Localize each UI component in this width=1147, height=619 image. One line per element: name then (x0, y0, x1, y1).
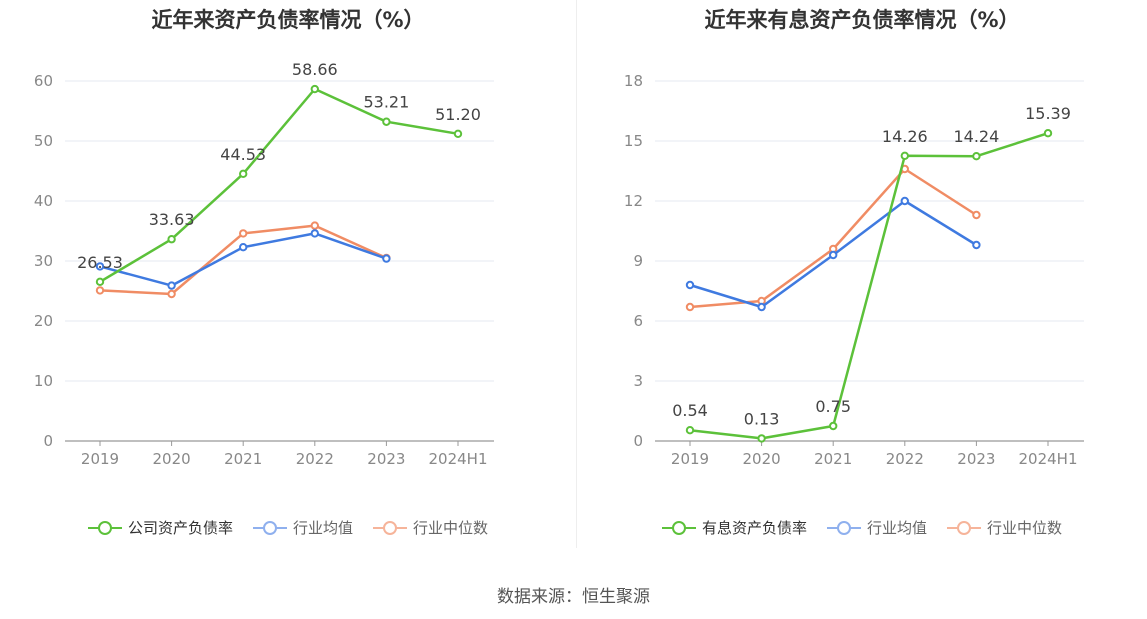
legend-item-industry-average[interactable]: 行业均值 (252, 517, 353, 538)
data-point (900, 151, 909, 161)
chart-title: 近年来有息资产负债率情况（%） (704, 8, 1020, 32)
data-point (167, 289, 176, 299)
x-tick-label: 2021 (224, 450, 262, 468)
legend-label: 行业均值 (866, 519, 927, 537)
data-label: 26.53 (77, 253, 123, 272)
y-tick-label: 10 (34, 372, 53, 390)
legend-item-industry-average[interactable]: 行业均值 (826, 517, 927, 538)
data-label: 14.26 (882, 127, 928, 146)
legend-marker-icon (661, 520, 696, 535)
legend-item-company[interactable]: 有息资产负债率 (661, 517, 807, 538)
data-label: 51.20 (435, 105, 481, 124)
data-point (95, 286, 105, 295)
data-point (972, 210, 981, 220)
data-point (239, 243, 248, 252)
line-chart-interest-bearing: 0 3 6 9 12 15 18 2019 2020 2021 2022 2023 2024H1 0.54… (624, 72, 1084, 468)
data-point (972, 240, 981, 250)
legend-item-industry-median[interactable]: 行业中位数 (947, 517, 1062, 538)
data-point (382, 254, 391, 263)
data-label: 0.13 (744, 409, 780, 428)
data-point (239, 229, 248, 238)
series-line-2 (689, 167, 978, 309)
x-tick-label: 2024H1 (429, 450, 488, 468)
y-tick-label: 6 (633, 312, 643, 330)
y-tick-label: 3 (633, 372, 643, 390)
data-label: 58.66 (292, 60, 338, 79)
data-point (310, 221, 319, 230)
y-tick-label: 0 (633, 432, 643, 450)
legend-label: 有息资产负债率 (701, 519, 807, 537)
x-tick-label: 2020 (743, 450, 781, 468)
y-tick-label: 60 (34, 72, 53, 90)
x-tick-label: 2023 (957, 450, 995, 468)
data-point (829, 421, 838, 431)
x-tick-label: 2019 (671, 450, 709, 468)
line-chart-asset-liability: 0 10 20 30 40 50 60 2019 2020 2021 2022 2023 2024H1 2… (34, 60, 494, 468)
data-point (310, 84, 319, 94)
data-point (95, 277, 105, 287)
legend-label: 公司资产负债率 (127, 519, 233, 537)
x-tick-label: 2024H1 (1019, 450, 1078, 468)
legend-marker-icon (947, 520, 981, 535)
data-point (685, 302, 695, 312)
data-point (239, 169, 248, 179)
y-tick-label: 20 (34, 312, 53, 330)
series-line-0 (689, 132, 1049, 440)
data-point (757, 302, 766, 312)
data-label: 53.21 (363, 93, 409, 112)
chart-title: 近年来资产负债率情况（%） (151, 8, 425, 32)
data-point (453, 129, 463, 139)
series-line-0 (99, 87, 459, 283)
legend-marker-icon (87, 520, 122, 535)
data-source-note: 数据来源：恒生聚源 (497, 587, 650, 607)
chart-legend: 公司资产负债率 行业均值 行业中位数 (0, 517, 576, 538)
data-label: 0.54 (672, 401, 708, 420)
y-tick-label: 30 (34, 252, 53, 270)
legend-marker-icon (373, 520, 407, 535)
data-point (310, 229, 319, 238)
data-label: 0.75 (815, 397, 851, 416)
data-point (757, 434, 766, 443)
chart-legend: 有息资产负债率 行业均值 行业中位数 (577, 517, 1147, 538)
x-tick-label: 2022 (886, 450, 924, 468)
x-tick-label: 2023 (367, 450, 405, 468)
x-tick-label: 2022 (296, 450, 334, 468)
data-point (382, 117, 391, 126)
y-tick-label: 18 (624, 72, 643, 90)
data-point (685, 280, 695, 290)
y-tick-label: 40 (34, 192, 53, 210)
data-label: 44.53 (220, 145, 266, 164)
chart-panel-asset-liability: 近年来资产负债率情况（%） 0 10 20 30 40 50 60 2019 2020 2021 2… (0, 0, 576, 560)
y-tick-label: 9 (633, 252, 643, 270)
data-label: 33.63 (149, 210, 195, 229)
legend-label: 行业均值 (292, 519, 353, 537)
y-tick-label: 0 (43, 432, 53, 450)
data-point (95, 262, 105, 271)
data-point (900, 196, 909, 206)
legend-marker-icon (826, 520, 861, 535)
chart-panel-interest-bearing: 近年来有息资产负债率情况（%） 0 3 6 9 12 15 18 2019 2020 2021 20… (577, 0, 1147, 560)
data-label: 15.39 (1025, 104, 1071, 123)
data-point (829, 250, 838, 260)
legend-item-industry-median[interactable]: 行业中位数 (373, 517, 488, 538)
data-point (167, 235, 176, 244)
data-point (167, 281, 176, 290)
x-tick-label: 2020 (153, 450, 191, 468)
y-tick-label: 50 (34, 132, 53, 150)
y-tick-label: 15 (624, 132, 643, 150)
x-tick-label: 2019 (81, 450, 119, 468)
panel-divider (576, 0, 577, 548)
data-point (972, 152, 981, 161)
legend-label: 行业中位数 (413, 519, 489, 537)
data-point (685, 426, 695, 435)
legend-item-company[interactable]: 公司资产负债率 (87, 517, 233, 538)
x-tick-label: 2021 (814, 450, 852, 468)
legend-label: 行业中位数 (987, 519, 1063, 537)
data-label: 14.24 (953, 127, 999, 146)
y-tick-label: 12 (624, 192, 643, 210)
legend-marker-icon (252, 520, 287, 535)
data-point (1043, 129, 1053, 138)
series-line-1 (99, 232, 387, 287)
